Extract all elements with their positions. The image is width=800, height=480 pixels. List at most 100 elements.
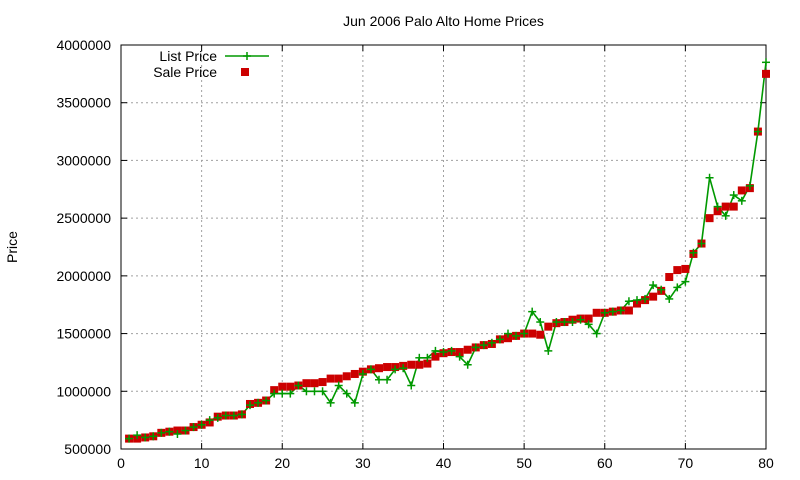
list-price-point <box>762 58 770 67</box>
list-price-point <box>681 277 690 286</box>
list-price-point <box>173 429 182 438</box>
x-tick-label: 80 <box>758 455 774 471</box>
list-price-point <box>463 360 472 369</box>
list-price-point <box>665 294 674 303</box>
list-price-point <box>391 365 400 374</box>
list-price-point <box>713 202 722 211</box>
list-price-point <box>471 343 480 352</box>
sale-price-point <box>383 363 392 372</box>
series-layer <box>125 58 770 443</box>
list-price-point <box>407 381 416 390</box>
y-axis-label: Price <box>4 231 20 263</box>
list-price-point <box>753 127 762 136</box>
list-price-point <box>310 387 319 396</box>
sale-price-point <box>729 202 738 211</box>
x-tick-label: 0 <box>117 455 125 471</box>
list-price-point <box>149 432 158 441</box>
sale-price-point <box>584 314 593 323</box>
sale-price-point <box>673 266 682 275</box>
list-price-point <box>560 318 569 327</box>
list-price-point <box>576 315 585 324</box>
y-tick-label: 3000000 <box>56 152 111 168</box>
sale-price-point <box>278 382 287 391</box>
list-price-point <box>415 353 424 362</box>
list-price-point <box>423 353 432 362</box>
x-tick-label: 50 <box>516 455 532 471</box>
sale-price-point <box>665 273 674 282</box>
list-price-point <box>721 211 730 220</box>
list-price-point <box>455 352 464 361</box>
sale-price-point <box>415 360 424 369</box>
list-price-point <box>165 427 174 436</box>
legend-label-sale-price: Sale Price <box>153 64 217 80</box>
sale-price-point <box>762 69 770 78</box>
list-price-point <box>697 239 706 248</box>
list-price-point <box>536 318 545 327</box>
list-price-line <box>128 62 767 440</box>
sale-price-point <box>649 292 658 301</box>
x-tick-label: 60 <box>597 455 613 471</box>
sale-price-point <box>455 348 464 357</box>
sale-price-point <box>423 359 432 368</box>
y-tick-label: 2000000 <box>56 268 111 284</box>
list-price-point <box>189 423 198 432</box>
legend-marker-sale-price <box>241 68 249 76</box>
list-price-point <box>745 181 754 190</box>
list-price-point <box>366 365 375 374</box>
list-price-point <box>286 389 295 398</box>
list-price-point <box>512 331 521 340</box>
sale-price-point <box>375 364 383 373</box>
sale-price-point <box>310 379 319 388</box>
list-price-point <box>358 369 367 378</box>
list-price-point <box>262 396 271 405</box>
list-price-point <box>229 411 238 420</box>
sale-price-point <box>350 369 359 378</box>
y-tick-label: 1500000 <box>56 326 111 342</box>
list-price-point <box>399 364 408 373</box>
sale-price-point <box>544 322 553 331</box>
list-price-point <box>221 411 230 420</box>
list-price-point <box>246 401 254 410</box>
list-price-point <box>608 307 617 316</box>
list-price-point <box>383 375 392 384</box>
legend-label-list-price: List Price <box>159 48 217 64</box>
list-price-point <box>689 248 698 257</box>
y-tick-label: 1000000 <box>56 383 111 399</box>
list-price-point <box>552 318 561 327</box>
sale-price-point <box>407 360 416 369</box>
list-price-point <box>600 308 609 317</box>
sale-price-point <box>318 378 327 387</box>
sale-price-point <box>624 306 633 315</box>
list-price-point <box>479 341 488 350</box>
list-price-point <box>205 416 214 425</box>
list-price-point <box>544 346 553 355</box>
list-price-point <box>616 306 625 315</box>
sale-price-point <box>713 207 722 216</box>
sale-price-point <box>342 372 351 381</box>
sale-price-point <box>592 308 601 317</box>
list-price-point <box>487 338 496 347</box>
y-tick-label: 4000000 <box>56 37 111 53</box>
list-price-point <box>737 196 746 205</box>
chart-title: Jun 2006 Palo Alto Home Prices <box>343 13 544 29</box>
sale-price-point <box>681 264 690 273</box>
sale-price-point <box>737 186 746 195</box>
y-tick-label: 500000 <box>64 441 111 457</box>
list-price-point <box>157 428 166 437</box>
list-price-point <box>431 346 440 355</box>
list-price-point <box>624 297 633 306</box>
x-tick-label: 20 <box>274 455 290 471</box>
sale-price-point <box>705 214 714 223</box>
list-price-point <box>181 426 190 435</box>
y-tick-label: 2500000 <box>56 210 111 226</box>
legend: List Price Sale Price <box>153 48 269 80</box>
list-price-point <box>633 296 641 305</box>
sale-price-point <box>536 330 545 339</box>
sale-price-point <box>504 334 512 343</box>
sale-price-point <box>463 345 472 354</box>
list-price-point <box>141 433 150 442</box>
list-price-point <box>649 281 658 290</box>
list-price-point <box>447 346 456 355</box>
list-price-point <box>495 335 504 344</box>
